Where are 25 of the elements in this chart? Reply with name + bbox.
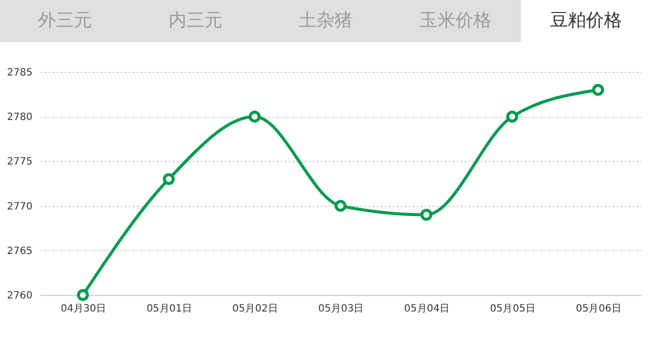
x-tick-label: 05月06日 — [576, 304, 622, 314]
y-tick-label: 2765 — [7, 246, 32, 257]
point — [420, 208, 432, 221]
x-tick-label: 05月04日 — [404, 304, 450, 314]
point — [248, 110, 261, 123]
x-tick-label: 05月05日 — [490, 304, 536, 314]
y-tick-label: 2780 — [7, 112, 32, 124]
x-tick-label: 04月30日 — [60, 304, 106, 314]
text: 豆粕价格 — [550, 10, 622, 31]
point — [334, 200, 346, 212]
y-tick-label: 2760 — [7, 290, 32, 302]
y-tick-label: 2770 — [7, 201, 32, 212]
x-tick-label: 05月03日 — [318, 304, 364, 314]
x-tick-label: 05月02日 — [232, 304, 278, 314]
point — [76, 289, 89, 301]
point — [162, 173, 175, 186]
point — [506, 110, 518, 123]
x-tick-label: 05月01日 — [146, 304, 192, 314]
text: 土杂猪 — [298, 10, 352, 31]
y-tick-label: 2775 — [7, 156, 32, 168]
text: 外三元 — [38, 10, 92, 31]
point — [592, 84, 604, 96]
text: 玉米价格 — [420, 10, 492, 31]
text: 内三元 — [168, 10, 222, 31]
y-tick-label: 2785 — [7, 68, 32, 78]
